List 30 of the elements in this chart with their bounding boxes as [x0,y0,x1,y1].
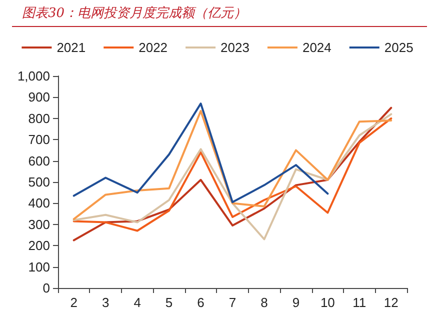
x-tick-label: 2 [70,295,78,310]
y-tick-label: 400 [28,196,50,211]
y-tick-label: 1,000 [17,68,50,84]
x-tick-label: 11 [352,295,366,310]
y-tick-label: 100 [28,259,50,274]
legend-label: 2024 [302,40,332,55]
chart-title: 图表30：电网投资月度完成额（亿元） [12,2,427,27]
line-series [72,110,392,220]
legend-label: 2023 [220,40,250,55]
x-tick-label: 7 [228,295,236,310]
y-tick-label: 700 [28,132,50,148]
x-tick-label: 3 [102,295,110,310]
x-tick-label: 8 [260,295,268,310]
x-tick-label: 10 [320,295,335,310]
x-tick-label: 12 [384,295,398,310]
y-tick-label: 500 [28,174,50,190]
line-series [72,102,329,204]
y-tick-label: 900 [28,90,50,105]
y-tick-label: 300 [28,216,50,232]
legend-label: 2025 [384,40,414,55]
x-tick-label: 4 [134,295,141,310]
x-tick-label: 6 [197,295,204,310]
x-tick-label: 5 [165,295,173,310]
y-tick-label: 0 [42,280,50,296]
legend-label: 2021 [56,40,86,55]
y-tick-label: 200 [28,238,50,254]
legend-label: 2022 [138,40,168,55]
y-tick-label: 800 [28,110,50,126]
x-tick-label: 9 [292,295,300,310]
y-tick-label: 600 [28,153,50,168]
